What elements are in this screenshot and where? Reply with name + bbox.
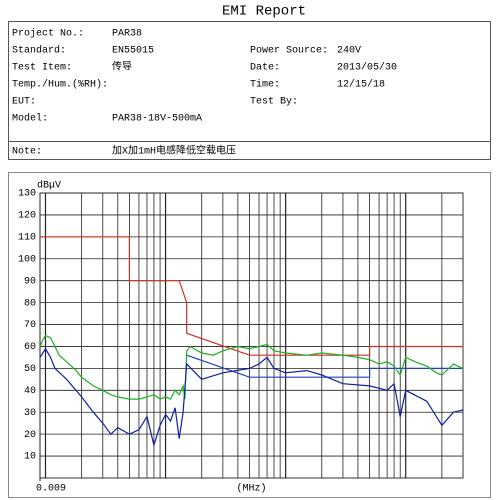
series-line — [39, 347, 464, 448]
y-axis-label: dBμV — [37, 180, 61, 192]
note-label: Note: — [12, 147, 42, 158]
field-value: EN55015 — [112, 46, 154, 57]
plot-area — [39, 192, 464, 479]
y-tick-label: 100 — [18, 254, 36, 265]
field-label: Time: — [250, 79, 280, 91]
y-tick-label: 90 — [24, 276, 36, 287]
y-tick-label: 20 — [24, 430, 36, 441]
y-tick-label: 80 — [24, 298, 36, 309]
series-line — [39, 334, 464, 400]
header-box — [8, 21, 491, 160]
field-label: Project No.: — [12, 28, 84, 40]
field-label: Test By: — [250, 97, 298, 108]
field-value: PAR38-18V-500mA — [112, 114, 202, 125]
field-label: EUT: — [12, 97, 36, 108]
field-value: 2013/05/30 — [337, 62, 397, 74]
y-tick-label: 10 — [24, 452, 36, 463]
note-value: 加X加1mH电感降低空载电压 — [112, 144, 236, 158]
field-label: Power Source: — [250, 46, 328, 57]
y-tick-label: 50 — [24, 364, 36, 375]
series-line — [186, 354, 463, 378]
y-tick-label: 110 — [18, 232, 36, 243]
x-axis-label: (MHz) — [236, 483, 266, 495]
y-tick-label: 40 — [24, 386, 36, 397]
y-tick-label: 130 — [18, 189, 36, 200]
x-tick-label: 0.009 — [36, 484, 66, 495]
y-tick-label: 60 — [24, 342, 36, 353]
field-label: Date: — [250, 63, 280, 74]
field-label: Test Item: — [12, 63, 72, 74]
y-tick-label: 30 — [24, 408, 36, 419]
y-tick-label: 70 — [24, 320, 36, 331]
field-label: Temp./Hum.(%RH): — [12, 79, 108, 91]
field-value: 240V — [337, 46, 361, 57]
series-line — [40, 236, 463, 356]
field-value: 12/15/18 — [337, 79, 385, 91]
field-value: PAR38 — [112, 29, 142, 40]
y-tick-label: 120 — [18, 211, 36, 222]
field-label: Model: — [12, 113, 48, 125]
field-value: 传导 — [112, 61, 132, 74]
field-label: Standard: — [12, 45, 66, 57]
report-title: EMI Report — [222, 4, 306, 20]
